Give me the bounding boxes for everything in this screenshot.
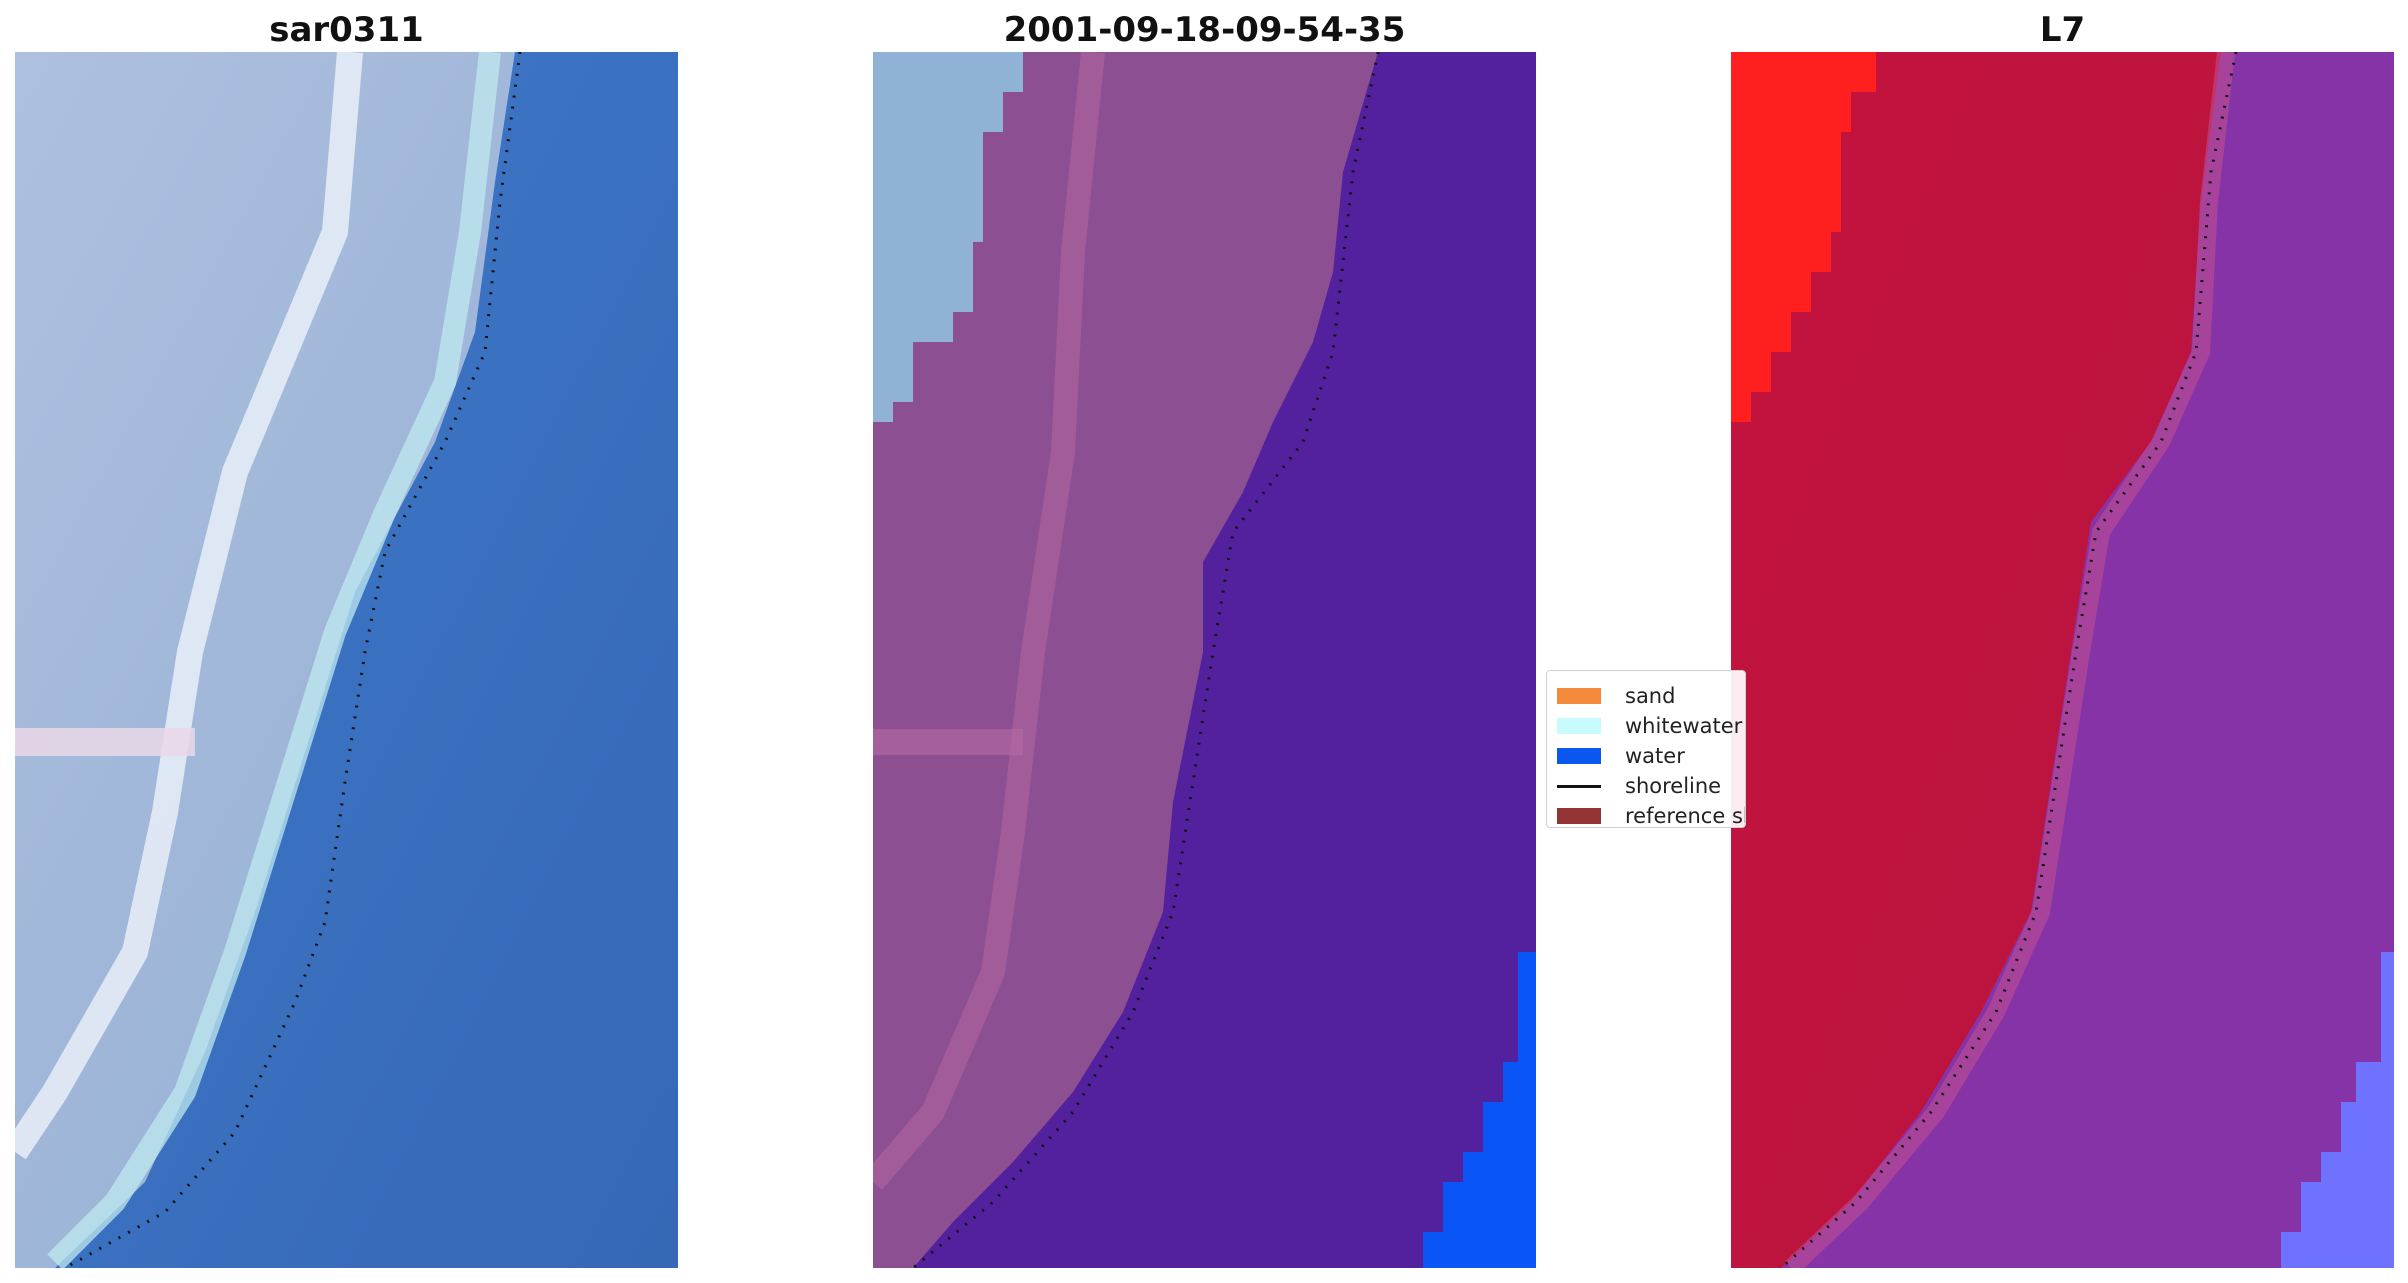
sand-swatch	[1557, 688, 1601, 704]
legend-label-sand: sand	[1625, 684, 1676, 708]
rgb-image-panel	[15, 52, 678, 1268]
legend-item-reference-shoreline: reference shoreline	[1557, 801, 1745, 828]
legend: sand whitewater water shoreline referenc…	[1546, 670, 1746, 828]
surf-band	[47, 52, 501, 1268]
legend-item-sand: sand	[1557, 681, 1675, 711]
reference-shoreline-swatch	[1557, 808, 1601, 824]
water-area	[913, 52, 1536, 1268]
rgb-image	[15, 52, 678, 1268]
panel-title-image: sar0311	[269, 10, 424, 50]
legend-item-whitewater: whitewater	[1557, 711, 1742, 741]
water-area	[55, 52, 678, 1268]
legend-label-water: water	[1625, 744, 1685, 768]
panel-title-index: L7	[2039, 10, 2086, 50]
legend-label-reference-shoreline: reference shoreline	[1625, 804, 1745, 828]
legend-item-shoreline: shoreline	[1557, 771, 1721, 801]
classification-panel	[873, 52, 1536, 1268]
shoreline	[64, 52, 522, 1268]
land-area	[1731, 52, 2221, 1268]
transition-band	[1784, 52, 2235, 1268]
bright-water-area	[1423, 952, 1536, 1268]
whitewater-swatch	[1557, 718, 1601, 734]
index-panel	[1731, 52, 2394, 1268]
legend-label-whitewater: whitewater	[1625, 714, 1743, 738]
panel-title-classification: 2001-09-18-09-54-35	[1003, 10, 1406, 50]
whitewater-area	[873, 52, 1023, 422]
water-swatch	[1557, 748, 1601, 764]
legend-item-water: water	[1557, 741, 1685, 771]
shoreline-swatch	[1557, 784, 1601, 788]
classification-image	[873, 52, 1536, 1268]
legend-label-shoreline: shoreline	[1625, 774, 1722, 798]
index-image	[1731, 52, 2394, 1268]
bright-land-area	[1731, 52, 1876, 422]
light-water-area	[2281, 952, 2394, 1268]
